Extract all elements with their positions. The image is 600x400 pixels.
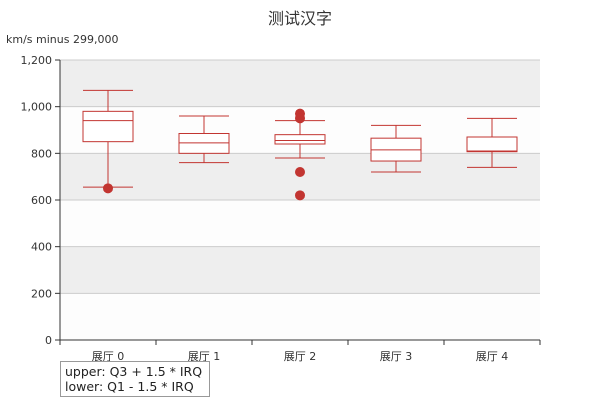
box-body bbox=[466, 136, 518, 153]
y-tick-label: 400 bbox=[31, 241, 52, 254]
plot-band bbox=[60, 200, 540, 247]
y-tick-label: 800 bbox=[31, 147, 52, 160]
x-tick-label: 展厅 3 bbox=[380, 350, 413, 363]
y-axis-label: km/s minus 299,000 bbox=[6, 33, 118, 46]
outlier-point bbox=[103, 183, 113, 194]
box-body bbox=[82, 110, 134, 143]
note-upper: upper: Q3 + 1.5 * IRQ bbox=[65, 364, 203, 379]
plot-band bbox=[60, 293, 540, 340]
box-series bbox=[82, 89, 518, 188]
x-tick-label: 展厅 2 bbox=[284, 350, 317, 363]
outlier-point bbox=[295, 167, 305, 177]
y-tick-label: 1,000 bbox=[21, 101, 53, 114]
y-tick-label: 200 bbox=[31, 287, 52, 300]
box-item bbox=[178, 115, 230, 164]
x-tick-label: 展厅 1 bbox=[188, 350, 221, 363]
box-body bbox=[178, 133, 230, 154]
box-item bbox=[82, 89, 134, 188]
chart-title: 测试汉字 bbox=[268, 9, 332, 28]
plot-band bbox=[60, 60, 540, 107]
plot-band bbox=[60, 246, 540, 294]
y-tick-label: 1,200 bbox=[21, 54, 53, 67]
x-tick-label: 展厅 4 bbox=[476, 350, 509, 363]
box-body bbox=[274, 134, 326, 145]
x-axis: 展厅 0 展厅 1 展厅 2 展厅 3 展厅 4 bbox=[59, 339, 541, 363]
box-item bbox=[370, 124, 422, 173]
y-axis: 0 200 400 600 800 1,000 1,200 bbox=[21, 54, 61, 347]
box-item bbox=[466, 117, 518, 168]
box-item bbox=[274, 120, 326, 159]
x-tick-label: 展厅 0 bbox=[92, 350, 125, 363]
note-lower: lower: Q1 - 1.5 * IRQ bbox=[65, 379, 194, 394]
y-tick-label: 0 bbox=[45, 334, 52, 347]
outlier-series bbox=[103, 108, 305, 201]
y-tick-label: 600 bbox=[31, 194, 52, 207]
formula-note: upper: Q3 + 1.5 * IRQ lower: Q1 - 1.5 * … bbox=[60, 361, 210, 397]
outlier-point bbox=[295, 113, 305, 124]
outlier-point bbox=[295, 190, 305, 201]
